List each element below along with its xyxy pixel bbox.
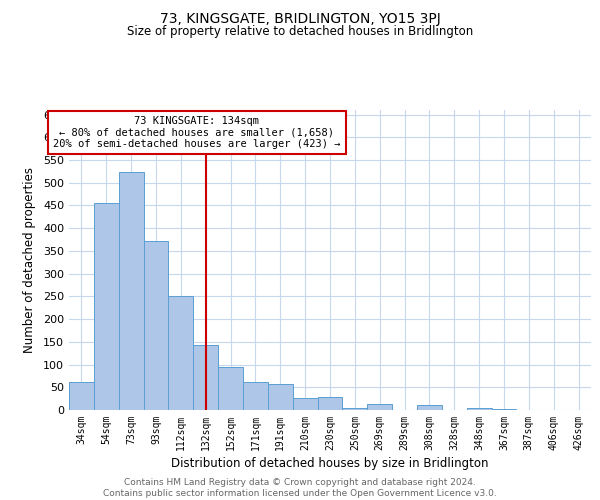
Bar (417, 405, 442, 410)
Bar (218, 367, 243, 410)
Text: Contains HM Land Registry data © Crown copyright and database right 2024.
Contai: Contains HM Land Registry data © Crown c… (103, 478, 497, 498)
Bar (69, 382, 94, 410)
Bar (143, 241, 169, 410)
Bar (343, 408, 367, 410)
X-axis label: Distribution of detached houses by size in Bridlington: Distribution of detached houses by size … (171, 457, 489, 470)
Bar (94, 202, 119, 410)
Bar (169, 296, 193, 410)
Text: 73 KINGSGATE: 134sqm
← 80% of detached houses are smaller (1,658)
20% of semi-de: 73 KINGSGATE: 134sqm ← 80% of detached h… (53, 116, 341, 149)
Bar (491, 409, 517, 410)
Text: 73, KINGSGATE, BRIDLINGTON, YO15 3PJ: 73, KINGSGATE, BRIDLINGTON, YO15 3PJ (160, 12, 440, 26)
Bar (467, 408, 491, 410)
Bar (193, 345, 218, 410)
Bar (243, 382, 268, 410)
Bar (293, 398, 317, 410)
Y-axis label: Number of detached properties: Number of detached properties (23, 167, 36, 353)
Bar (367, 404, 392, 410)
Bar (119, 172, 143, 410)
Text: Size of property relative to detached houses in Bridlington: Size of property relative to detached ho… (127, 25, 473, 38)
Bar (317, 398, 343, 410)
Bar (268, 384, 293, 410)
